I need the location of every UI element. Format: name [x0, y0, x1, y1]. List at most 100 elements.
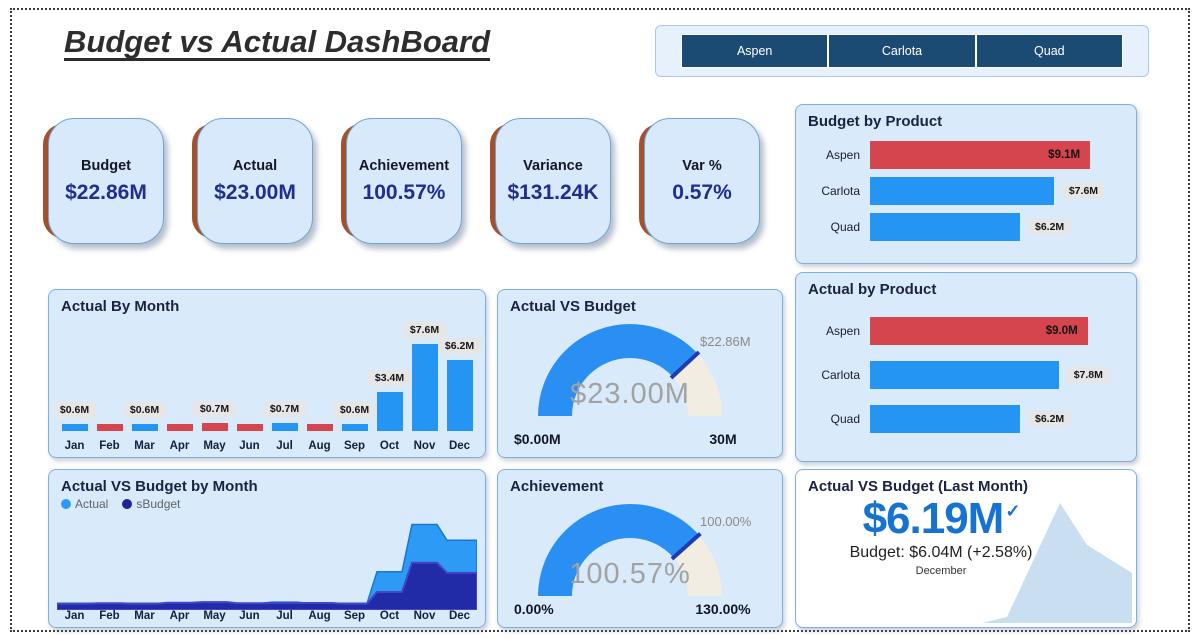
data-bar[interactable]: [870, 361, 1059, 389]
bar-value-label: $0.6M: [332, 402, 377, 419]
gauge-min-label: $0.00M: [514, 431, 561, 447]
slicer-button-carlota[interactable]: Carlota: [829, 35, 975, 67]
bar-value-label: $9.0M: [1045, 325, 1078, 337]
data-bar[interactable]: $9.0M: [870, 317, 1088, 345]
area-chart-svg[interactable]: [57, 514, 477, 610]
data-bar[interactable]: [166, 424, 193, 431]
bar-value-label: $6.2M: [1027, 411, 1072, 427]
data-bar[interactable]: $9.1M: [870, 141, 1091, 169]
data-bar[interactable]: [446, 359, 473, 431]
sparkline-area: [982, 503, 1132, 623]
legend-dot: [122, 499, 133, 509]
data-bar[interactable]: [870, 177, 1054, 205]
bar-value-label: $7.8M: [1066, 367, 1110, 383]
bar-row: Carlota $7.6M: [806, 177, 1122, 205]
bar-track: $6.2M: [870, 213, 1122, 241]
bar-slot: $0.6M: [122, 315, 167, 431]
bar-slot: [162, 315, 197, 431]
area-sbudget: [57, 561, 477, 610]
data-bar[interactable]: [236, 424, 263, 431]
trend-sparkline: [982, 503, 1132, 623]
chart-title: Budget by Product: [808, 113, 943, 130]
bar-slot: [302, 315, 337, 431]
kpi-label: Var %: [682, 157, 722, 174]
bar-value-label: $7.6M: [1061, 183, 1106, 199]
actual-by-product-chart: Actual by Product Aspen $9.0M Carlota $7.8M…: [795, 272, 1137, 462]
product-slicer-buttons: Aspen Carlota Quad: [681, 34, 1123, 68]
bar-slot: $0.6M: [52, 315, 97, 431]
kpi-card-achievement: Achievement 100.57%: [341, 118, 462, 244]
data-bar[interactable]: [131, 424, 158, 431]
axis-label: Dec: [448, 610, 471, 622]
kpi-value: 0.57%: [672, 180, 732, 204]
gauge-min-label: 0.00%: [514, 601, 554, 617]
axis-label: Aug: [308, 610, 331, 622]
bar-value-label: $3.4M: [367, 369, 412, 386]
data-bar[interactable]: [61, 424, 88, 431]
category-label: Carlota: [821, 368, 860, 382]
axis-label: Apr: [169, 610, 190, 622]
slicer-button-aspen[interactable]: Aspen: [682, 35, 828, 67]
axis-label: Feb: [99, 440, 120, 452]
bar-value-label: $7.6M: [402, 321, 447, 338]
budget-by-product-chart: Budget by Product Aspen $9.1M Carlota $7.6M…: [795, 104, 1137, 264]
legend-label: sBudget: [136, 497, 181, 511]
actual-vs-budget-by-month-chart: Actual VS Budget by Month Actual sBudget…: [48, 469, 486, 628]
actual-vs-budget-gauge: Actual VS Budget $23.00M $0.00M 30M $22.…: [497, 289, 783, 458]
last-month-value: $6.19M ✓: [816, 495, 1066, 542]
category-label: Aspen: [825, 324, 860, 338]
kpi-label: Variance: [523, 157, 583, 174]
axis-label: Jun: [239, 440, 260, 452]
kpi-value: $131.24K: [507, 180, 599, 204]
data-bar[interactable]: [376, 391, 403, 431]
bar-value-label: $0.6M: [52, 402, 97, 419]
axis-label: Apr: [169, 440, 190, 452]
gauge-arc[interactable]: [498, 292, 782, 434]
gauge-fill-arc: [538, 324, 722, 417]
category-label: Quad: [830, 220, 860, 234]
axis-label: Aug: [308, 440, 331, 452]
bar-chart-body: Aspen $9.0M Carlota $7.8M Quad $6.2M: [796, 301, 1136, 433]
axis-label: May: [203, 440, 226, 452]
kpi-value: $22.86M: [65, 180, 147, 204]
legend-label: Actual: [75, 497, 109, 511]
slicer-button-quad[interactable]: Quad: [976, 35, 1122, 67]
axis-label: Oct: [379, 440, 400, 452]
axis-label: Sep: [343, 440, 366, 452]
data-bar[interactable]: [870, 213, 1020, 241]
bar-row: Carlota $7.8M: [806, 361, 1122, 389]
axis-label: Mar: [134, 610, 155, 622]
gauge-fill-arc: [538, 504, 722, 597]
legend-item-actual[interactable]: Actual: [61, 497, 108, 511]
axis-label: Feb: [99, 610, 120, 622]
gauge-target-tick: [670, 532, 702, 561]
axis-label: Jul: [276, 610, 293, 622]
chart-title: Achievement: [510, 478, 604, 495]
gauge-arc[interactable]: [498, 472, 782, 614]
data-bar[interactable]: [96, 424, 123, 431]
bar-chart-body: Aspen $9.1M Carlota $7.6M Quad $6.2M: [796, 133, 1136, 241]
kpi-label: Achievement: [358, 157, 450, 174]
bar-slot: $0.7M: [262, 315, 307, 431]
axis-label: Jul: [276, 440, 293, 452]
data-bar[interactable]: [306, 424, 333, 431]
axis-label: Mar: [134, 440, 155, 452]
axis-label: Jan: [64, 440, 85, 452]
data-bar[interactable]: [411, 343, 438, 431]
legend-item-sbudget[interactable]: sBudget: [122, 497, 180, 511]
product-slicer: Aspen Carlota Quad: [655, 25, 1149, 77]
kpi-label: Actual: [232, 157, 278, 174]
kpi-value: $23.00M: [214, 180, 296, 204]
bar-slot: $6.2M: [437, 315, 482, 431]
kpi-card-var-pct: Var % 0.57%: [639, 118, 760, 244]
data-bar[interactable]: [201, 422, 228, 431]
axis-label: Jun: [239, 610, 260, 622]
data-bar[interactable]: [271, 422, 298, 431]
x-axis-labels: Jan Feb Mar Apr May Jun Jul Aug Sep Oct Nov Dec: [57, 610, 477, 622]
last-month-kpi-card: Actual VS Budget (Last Month) $6.19M ✓ Bu…: [795, 469, 1137, 628]
chart-title: Actual VS Budget: [510, 298, 636, 315]
data-bar[interactable]: [341, 424, 368, 431]
data-bar[interactable]: [870, 405, 1020, 433]
gauge-value-label: $23.00M: [570, 378, 690, 410]
bar-row: Quad $6.2M: [806, 405, 1122, 433]
